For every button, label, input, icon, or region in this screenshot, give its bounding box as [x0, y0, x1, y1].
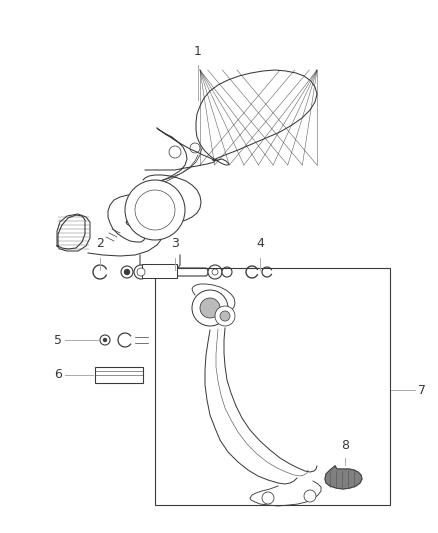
Circle shape: [208, 265, 222, 279]
Circle shape: [215, 306, 235, 326]
Polygon shape: [325, 466, 362, 489]
Circle shape: [262, 492, 274, 504]
Circle shape: [100, 335, 110, 345]
Polygon shape: [196, 70, 317, 165]
FancyBboxPatch shape: [148, 268, 208, 276]
Text: 8: 8: [341, 439, 349, 452]
Circle shape: [222, 267, 232, 277]
Text: 4: 4: [256, 237, 264, 250]
Circle shape: [103, 338, 107, 342]
Circle shape: [200, 298, 220, 318]
Text: 2: 2: [96, 237, 104, 250]
Circle shape: [137, 268, 145, 276]
Polygon shape: [145, 128, 215, 185]
Text: 7: 7: [418, 384, 426, 397]
Text: 3: 3: [171, 237, 179, 250]
Text: 1: 1: [194, 45, 202, 58]
Polygon shape: [57, 214, 90, 251]
Circle shape: [212, 269, 218, 275]
Circle shape: [125, 180, 185, 240]
Text: 5: 5: [54, 334, 62, 346]
Circle shape: [220, 311, 230, 321]
Circle shape: [121, 266, 133, 278]
Circle shape: [304, 490, 316, 502]
Polygon shape: [88, 175, 201, 256]
Circle shape: [124, 269, 130, 275]
Circle shape: [192, 290, 228, 326]
Text: 6: 6: [54, 368, 62, 382]
FancyBboxPatch shape: [142, 264, 177, 278]
FancyBboxPatch shape: [95, 367, 143, 383]
Circle shape: [134, 265, 148, 279]
